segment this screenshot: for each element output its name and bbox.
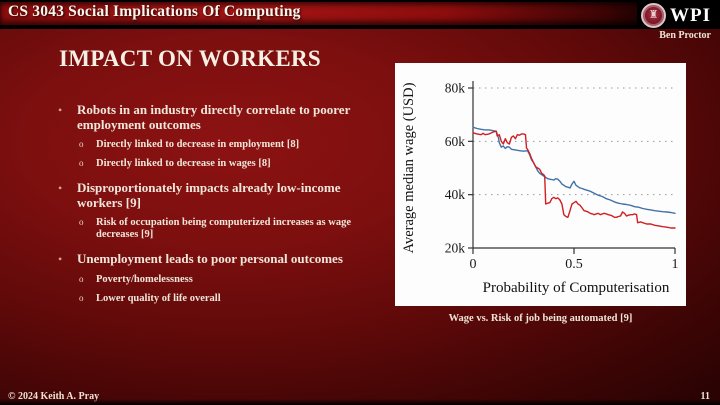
sub-bullet-text: Lower quality of life overall [96, 293, 221, 305]
y-tick-label: 80k [445, 81, 466, 96]
bullet-group: • Robots in an industry directly correlat… [58, 102, 378, 170]
sub-bullet-text: Poverty/homelessness [96, 273, 193, 285]
bullet-item: • Unemployment leads to poor personal out… [58, 252, 378, 267]
sub-bullet-marker-icon: o [79, 217, 84, 228]
wpi-logo-text: WPI [670, 4, 711, 26]
course-title: CS 3043 Social Implications Of Computing [8, 3, 301, 20]
bullet-marker-icon: • [58, 181, 63, 196]
sub-bullet-marker-icon: o [79, 273, 84, 284]
copyright-text: © 2024 Keith A. Pray [8, 391, 100, 402]
y-axis-label: Average median wage (USD) [401, 82, 417, 253]
bullet-text: Unemployment leads to poor personal outc… [77, 251, 343, 267]
sub-bullet-item: o Directly linked to decrease in wages [8… [79, 158, 378, 170]
x-tick-label: 0.5 [565, 257, 583, 272]
slide-header-bar: CS 3043 Social Implications Of Computing… [0, 0, 720, 29]
bullet-group: • Disproportionately impacts already low-… [58, 180, 378, 241]
sub-bullet-text: Directly linked to decrease in wages [8] [96, 158, 271, 170]
bullet-list: • Robots in an industry directly correlat… [58, 102, 378, 316]
chart-caption: Wage vs. Risk of job being automated [9] [448, 313, 633, 324]
bullet-group: • Unemployment leads to poor personal out… [58, 252, 378, 305]
page-number: 11 [700, 391, 710, 402]
x-tick-label: 0 [470, 257, 477, 272]
sub-bullet-text: Risk of occupation being computerized in… [96, 217, 351, 241]
y-tick-label: 40k [445, 187, 466, 202]
x-axis-label: Probability of Computerisation [483, 280, 670, 296]
bullet-marker-icon: • [58, 252, 63, 267]
wpi-logo: ♜ WPI [637, 2, 715, 29]
sub-bullet-item: o Risk of occupation being computerized i… [79, 217, 378, 241]
chart-panel: 20k 40k 60k 80k 0 0.5 1 Probability of Computer… [395, 63, 686, 306]
sub-bullet-marker-icon: o [79, 293, 84, 304]
x-tick-label: 1 [672, 257, 679, 272]
y-tick-label: 20k [445, 241, 466, 256]
sub-bullet-marker-icon: o [79, 139, 84, 150]
author-name: Ben Proctor [659, 30, 711, 41]
y-tick-label: 60k [445, 134, 466, 149]
bullet-text: Disproportionately impacts already low-i… [77, 180, 341, 210]
bullet-item: • Robots in an industry directly correlat… [58, 102, 378, 132]
sub-bullet-text: Directly linked to decrease in employmen… [96, 139, 300, 151]
wpi-seal-icon: ♜ [641, 3, 666, 28]
sub-bullet-item: o Lower quality of life overall [79, 293, 378, 305]
slide-title: IMPACT ON WORKERS [59, 46, 321, 71]
red-series-line [472, 130, 676, 229]
sub-bullet-marker-icon: o [79, 158, 84, 169]
bullet-item: • Disproportionately impacts already low-… [58, 180, 378, 210]
sub-bullet-item: o Poverty/homelessness [79, 274, 378, 286]
bullet-text: Robots in an industry directly correlate… [77, 102, 351, 132]
header-red-band [0, 2, 720, 25]
blue-series-line [472, 126, 676, 215]
bullet-marker-icon: • [58, 103, 63, 117]
sub-bullet-item: o Directly linked to decrease in employme… [79, 139, 378, 151]
